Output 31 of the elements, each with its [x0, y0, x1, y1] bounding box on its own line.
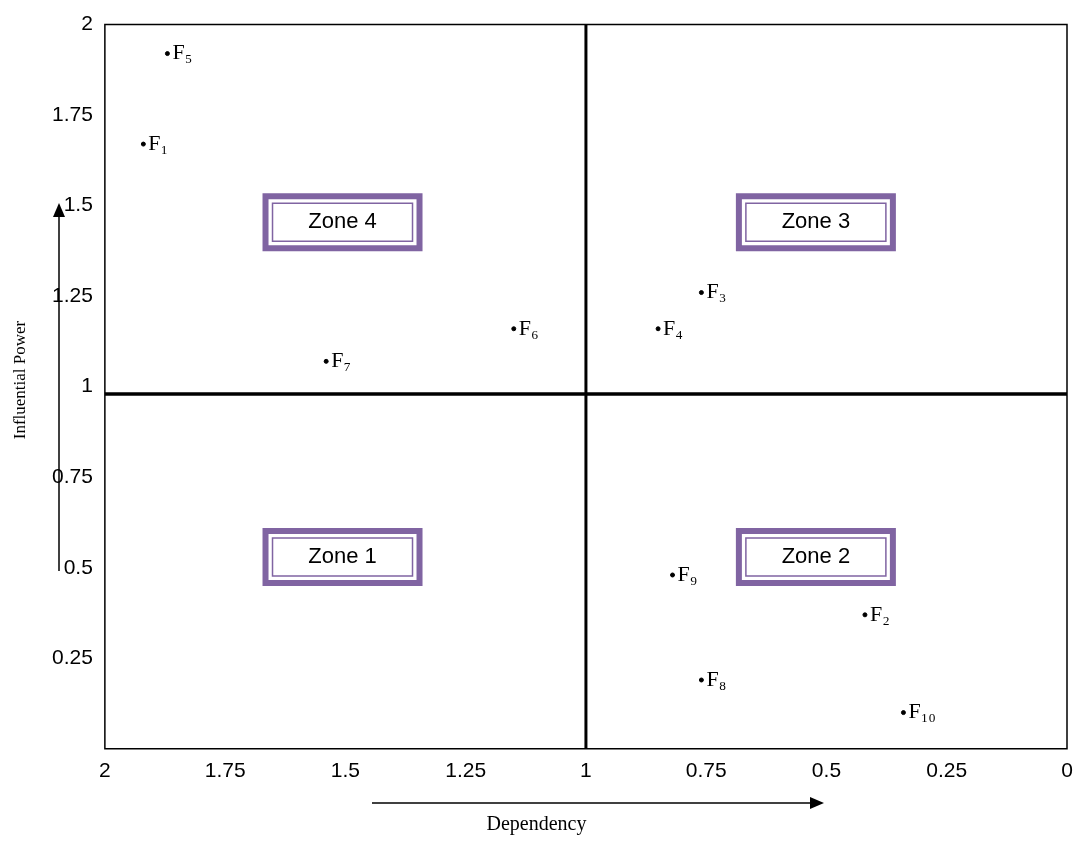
annotation: Zone 3 — [781, 208, 851, 234]
x-tick-label: 0 — [1061, 758, 1073, 782]
text: F₄ — [663, 314, 683, 340]
y-axis-title: Influential Power — [10, 319, 30, 442]
y-tick-label: 1.75 — [52, 101, 93, 125]
x-tick-label: 1.25 — [445, 758, 487, 782]
text: F₃ — [706, 278, 727, 304]
text: F₂ — [869, 600, 890, 626]
x-axis-title: Dependency — [485, 812, 588, 835]
y-tick-label: 1 — [81, 373, 93, 397]
x-tick-label: 1 — [580, 758, 592, 782]
x-tick-label: 0.25 — [926, 758, 968, 782]
y-tick-label: 2 — [81, 11, 93, 35]
text: F₆ — [518, 314, 539, 340]
text: F₁ — [148, 129, 169, 155]
text: F₉ — [677, 560, 698, 586]
text: F₇ — [331, 347, 352, 373]
x-tick-label: 0.5 — [811, 758, 842, 782]
x-tick-label: 0.75 — [685, 758, 727, 782]
text: F₈ — [706, 665, 727, 691]
y-tick-label: 0.5 — [63, 554, 93, 578]
y-tick-label: 1.5 — [63, 192, 93, 216]
text: F₅ — [172, 39, 193, 65]
annotation: Zone 2 — [781, 542, 851, 568]
y-tick-label: 0.25 — [52, 645, 93, 669]
x-tick-label: 1.5 — [330, 758, 361, 782]
text: F₁₀ — [908, 698, 937, 724]
x-tick-label: 2 — [99, 758, 111, 782]
annotation: Zone 4 — [308, 208, 377, 234]
annotation: Zone 1 — [308, 542, 377, 568]
x-tick-label: 1.75 — [204, 758, 246, 782]
